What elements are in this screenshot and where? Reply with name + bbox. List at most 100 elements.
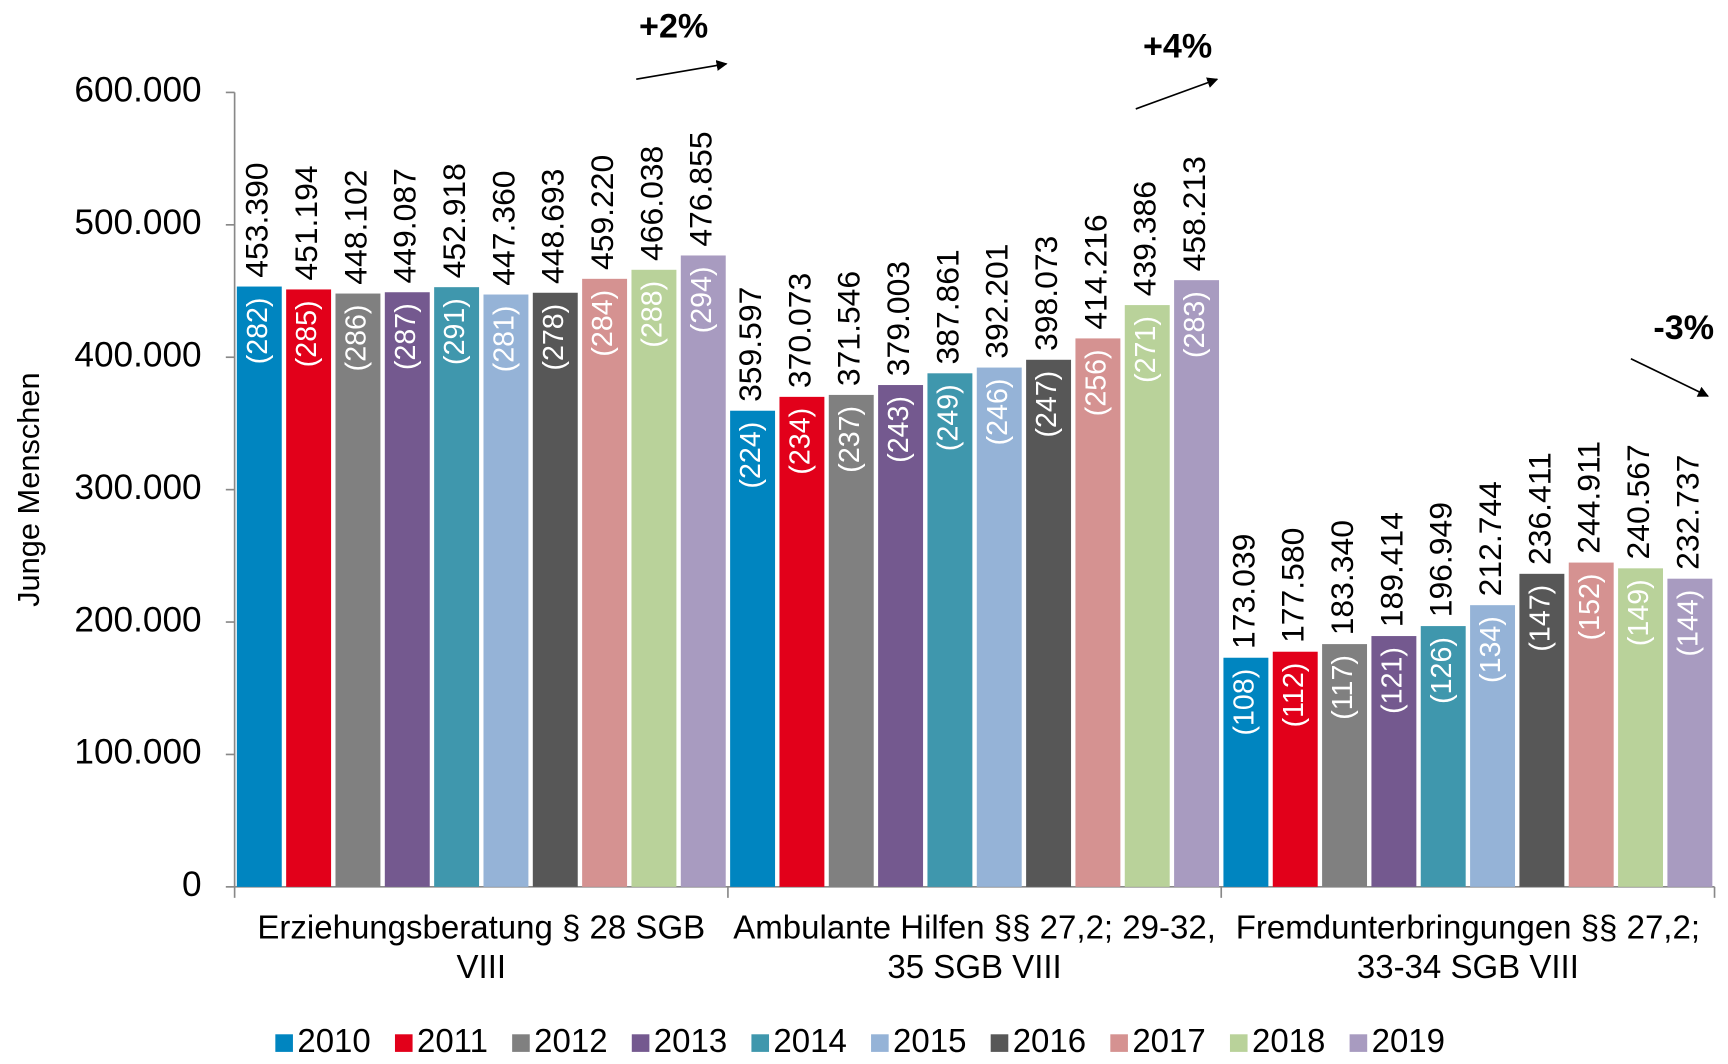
y-tick-label: 200.000	[74, 600, 201, 639]
inner-label: (283)	[1179, 291, 1211, 358]
inner-label: (281)	[489, 306, 521, 373]
inner-label: (249)	[932, 384, 964, 451]
legend-swatch	[1229, 1034, 1248, 1052]
legend-swatch	[751, 1034, 770, 1052]
x-tick-label: Fremdunterbringungen §§ 27,2; 33-34 SGB …	[1235, 909, 1701, 986]
bar	[631, 269, 677, 887]
inner-label: (147)	[1524, 585, 1556, 652]
bar	[1075, 338, 1121, 887]
legend-swatch	[512, 1034, 530, 1052]
inner-label: (286)	[341, 305, 373, 372]
inner-label: (134)	[1475, 616, 1507, 683]
bar	[779, 396, 825, 887]
bar	[927, 373, 973, 887]
value-label: 183.340	[1324, 520, 1360, 635]
bar	[434, 287, 480, 887]
inner-label: (256)	[1080, 349, 1112, 416]
legend-label: 2015	[893, 1022, 966, 1059]
value-label: 476.855	[683, 131, 719, 246]
inner-label: (294)	[686, 266, 718, 333]
bar	[1618, 568, 1664, 887]
bar	[1124, 305, 1170, 887]
x-tick-label: Erziehungsberatung § 28 SGB VIII	[257, 909, 706, 986]
value-label: 398.073	[1028, 236, 1064, 351]
legend-swatch	[1349, 1034, 1368, 1052]
legend-label: 2018	[1252, 1022, 1325, 1059]
value-label: 379.003	[880, 261, 916, 376]
value-label: 414.216	[1077, 214, 1113, 329]
inner-label: (285)	[291, 300, 323, 367]
inner-label: (149)	[1623, 579, 1655, 646]
legend-label: 2019	[1372, 1022, 1445, 1059]
bar	[1223, 657, 1269, 887]
inner-label: (112)	[1278, 663, 1310, 728]
value-label: 452.918	[436, 163, 472, 278]
annotation: +2%	[639, 8, 708, 46]
bar	[1420, 626, 1466, 887]
inner-label: (126)	[1426, 637, 1458, 704]
inner-label: (247)	[1031, 371, 1063, 438]
value-label: 189.414	[1373, 512, 1409, 627]
bar	[878, 385, 924, 887]
inner-label: (243)	[883, 396, 915, 463]
value-label: 359.597	[732, 287, 768, 402]
legend-swatch	[275, 1034, 293, 1052]
bar	[582, 278, 628, 887]
bar	[828, 394, 874, 887]
x-tick-label-box: Fremdunterbringungen §§ 27,2; 33-34 SGB …	[1235, 909, 1701, 986]
value-label: 212.744	[1472, 481, 1508, 596]
bar	[730, 410, 776, 887]
value-label: 392.201	[979, 243, 1015, 358]
inner-label: (108)	[1228, 669, 1260, 736]
inner-label: (287)	[390, 303, 422, 370]
bar	[1322, 644, 1368, 887]
legend-swatch	[394, 1034, 413, 1052]
value-label: 448.102	[337, 169, 373, 284]
y-tick-label: 600.000	[74, 71, 201, 110]
legend-label: 2016	[1013, 1022, 1086, 1059]
value-label: 466.038	[633, 146, 669, 261]
annotation: +4%	[1143, 27, 1212, 65]
y-tick-label: 400.000	[74, 336, 201, 375]
legend-swatch	[631, 1034, 650, 1052]
y-axis-title: Junge Menschen	[11, 372, 46, 607]
bar	[1174, 280, 1220, 887]
inner-label: (284)	[587, 290, 619, 357]
legend-swatch	[871, 1034, 889, 1052]
bar	[1568, 562, 1614, 887]
inner-label: (291)	[439, 298, 471, 365]
value-label: 236.411	[1521, 452, 1557, 565]
annotation: -3%	[1653, 309, 1714, 347]
legend-swatch	[1110, 1034, 1128, 1052]
trend-arrow	[636, 60, 728, 81]
trend-arrow	[1630, 357, 1709, 397]
value-label: 458.213	[1176, 156, 1212, 271]
bar	[976, 367, 1022, 887]
inner-label: (246)	[982, 379, 1014, 446]
value-label: 196.949	[1423, 502, 1459, 617]
x-tick-label-box: Ambulante Hilfen §§ 27,2; 29-32, 35 SGB …	[733, 910, 1216, 986]
value-label: 448.693	[535, 169, 571, 284]
bar	[1272, 651, 1318, 887]
legend-label: 2017	[1132, 1022, 1205, 1059]
y-tick-label: 0	[182, 865, 202, 904]
value-label: 451.194	[288, 165, 324, 280]
inner-label: (271)	[1130, 316, 1162, 383]
bar	[1026, 359, 1072, 887]
bar	[384, 292, 430, 887]
bar	[286, 289, 332, 887]
inner-label: (117)	[1327, 655, 1359, 720]
legend-label: 2010	[297, 1022, 370, 1059]
inner-label: (282)	[242, 298, 274, 365]
value-label: 449.087	[387, 168, 423, 283]
y-tick-label: 500.000	[74, 203, 201, 242]
bar	[236, 286, 282, 887]
bar	[483, 294, 529, 887]
legend-label: 2011	[417, 1022, 488, 1059]
inner-label: (288)	[636, 281, 668, 348]
trend-arrow	[1135, 77, 1219, 110]
value-label: 173.039	[1225, 534, 1261, 649]
inner-label: (121)	[1376, 647, 1408, 714]
